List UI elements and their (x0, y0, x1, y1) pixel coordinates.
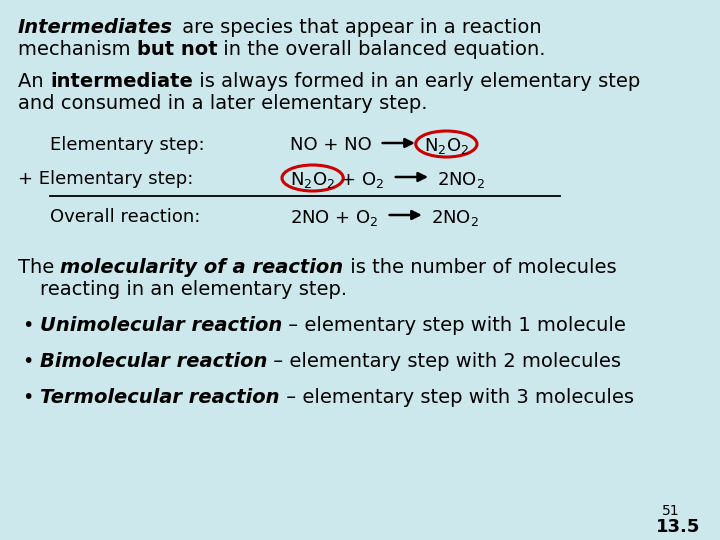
Text: 2NO$_2$: 2NO$_2$ (431, 208, 479, 228)
Text: reacting in an elementary step.: reacting in an elementary step. (40, 280, 347, 299)
Text: N$_2$O$_2$: N$_2$O$_2$ (424, 136, 469, 156)
Text: are species that appear in a reaction: are species that appear in a reaction (176, 18, 541, 37)
Text: but not: but not (137, 40, 217, 59)
Text: N$_2$O$_2$: N$_2$O$_2$ (290, 170, 336, 190)
Text: + O$_2$: + O$_2$ (336, 170, 385, 190)
Text: + Elementary step:: + Elementary step: (18, 170, 194, 188)
Text: Intermediates: Intermediates (18, 18, 173, 37)
Text: 13.5: 13.5 (656, 518, 700, 536)
Text: Elementary step:: Elementary step: (50, 136, 204, 154)
Text: 51: 51 (662, 504, 680, 518)
Text: •: • (22, 316, 33, 335)
Text: Bimolecular reaction: Bimolecular reaction (40, 352, 267, 371)
Text: mechanism: mechanism (18, 40, 137, 59)
Text: The: The (18, 258, 60, 277)
Text: intermediate: intermediate (50, 72, 193, 91)
Text: in the overall balanced equation.: in the overall balanced equation. (217, 40, 546, 59)
Text: Overall reaction:: Overall reaction: (50, 208, 200, 226)
Text: •: • (22, 352, 33, 371)
Text: – elementary step with 1 molecule: – elementary step with 1 molecule (282, 316, 626, 335)
Text: An: An (18, 72, 50, 91)
Text: NO + NO: NO + NO (290, 136, 372, 154)
Text: 2NO$_2$: 2NO$_2$ (437, 170, 485, 190)
Text: is always formed in an early elementary step: is always formed in an early elementary … (193, 72, 640, 91)
Text: Unimolecular reaction: Unimolecular reaction (40, 316, 282, 335)
Text: is the number of molecules: is the number of molecules (343, 258, 616, 277)
Text: 2NO + O$_2$: 2NO + O$_2$ (290, 208, 379, 228)
Text: and consumed in a later elementary step.: and consumed in a later elementary step. (18, 94, 428, 113)
Text: molecularity of a reaction: molecularity of a reaction (60, 258, 343, 277)
Text: Termolecular reaction: Termolecular reaction (40, 388, 279, 407)
Text: – elementary step with 3 molecules: – elementary step with 3 molecules (279, 388, 634, 407)
Text: – elementary step with 2 molecules: – elementary step with 2 molecules (267, 352, 621, 371)
Text: •: • (22, 388, 33, 407)
